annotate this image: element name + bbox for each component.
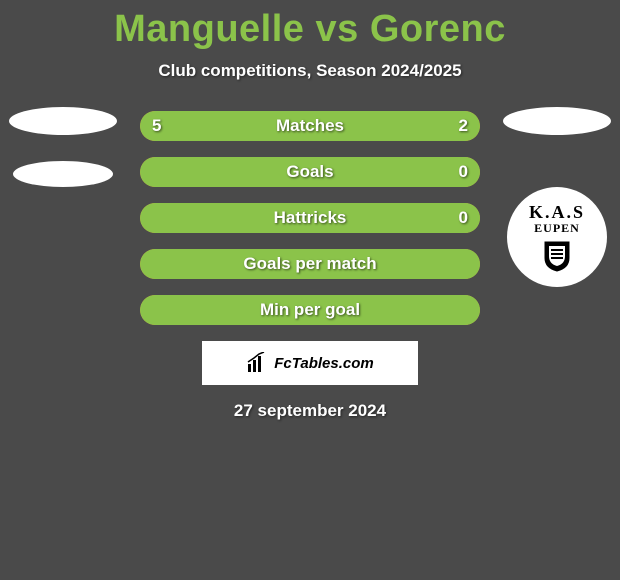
stat-bar: Matches5 2 xyxy=(140,111,480,141)
left-player-shape-1 xyxy=(9,107,117,135)
logo-line1: K.A.S xyxy=(529,202,585,223)
right-player-shape-1 xyxy=(503,107,611,135)
footer-brand: FcTables.com xyxy=(202,341,418,385)
bar-label: Matches xyxy=(140,111,480,141)
bar-left-value: 5 xyxy=(152,111,161,141)
right-player-col: K.A.S EUPEN xyxy=(502,103,612,287)
footer-date: 27 september 2024 xyxy=(0,401,620,421)
chart-title: Manguelle vs Gorenc xyxy=(0,0,620,51)
bar-right-value: 0 xyxy=(459,203,468,233)
stat-bar: Hattricks0 xyxy=(140,203,480,233)
bar-label: Goals xyxy=(140,157,480,187)
left-player-shape-2 xyxy=(13,161,113,187)
bar-right-value: 0 xyxy=(459,157,468,187)
bar-label: Min per goal xyxy=(140,295,480,325)
footer-brand-text: FcTables.com xyxy=(274,355,373,372)
bar-right-value: 2 xyxy=(459,111,468,141)
right-club-logo: K.A.S EUPEN xyxy=(507,187,607,287)
left-player-col xyxy=(8,103,118,187)
bars-container: Matches52Goals0Hattricks0Goals per match… xyxy=(140,111,480,325)
stats-area: K.A.S EUPEN Matches52Goals0Hattricks0Goa… xyxy=(0,111,620,325)
chart-icon xyxy=(246,352,268,374)
stat-bar: Min per goal xyxy=(140,295,480,325)
stat-bar: Goals0 xyxy=(140,157,480,187)
comparison-chart: Manguelle vs Gorenc Club competitions, S… xyxy=(0,0,620,580)
logo-line2: EUPEN xyxy=(534,221,580,236)
chart-subtitle: Club competitions, Season 2024/2025 xyxy=(0,61,620,81)
bar-label: Hattricks xyxy=(140,203,480,233)
stat-bar: Goals per match xyxy=(140,249,480,279)
shield-icon xyxy=(543,240,571,272)
bar-label: Goals per match xyxy=(140,249,480,279)
